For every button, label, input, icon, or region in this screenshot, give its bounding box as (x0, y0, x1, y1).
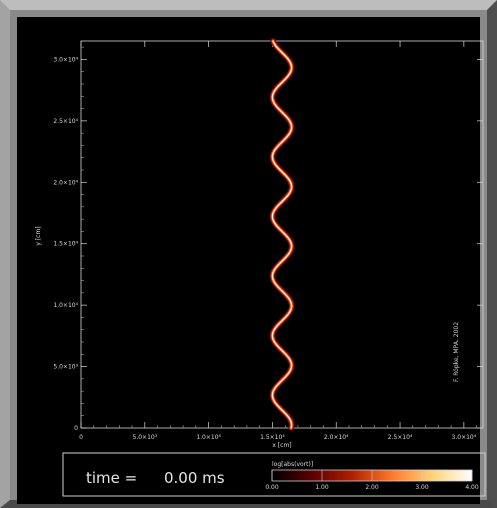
x-tick-label: 2.5×10⁴ (388, 434, 413, 441)
y-tick-label: 2.0×10⁴ (53, 179, 78, 186)
x-tick-label: 1.0×10⁴ (196, 434, 221, 441)
y-tick-label: 0 (74, 425, 78, 432)
colorbar-tick-label: 0.00 (265, 484, 279, 491)
vortex-curve (269, 38, 295, 431)
colorbar-tick-label: 1.00 (315, 484, 329, 491)
y-tick-label: 3.0×10⁴ (53, 56, 78, 63)
colorbar-tick-label: 3.00 (415, 484, 429, 491)
x-tick-label: 5.0×10³ (133, 434, 158, 441)
x-tick-label: 3.0×10⁴ (452, 434, 477, 441)
colorbar-tick-label: 2.00 (365, 484, 379, 491)
vortex-curve-core (271, 40, 293, 429)
plot-screen (17, 17, 480, 504)
y-tick-label: 1.0×10⁴ (53, 302, 78, 309)
info-panel (62, 452, 486, 497)
colorbar-title: log[abs(vort)] (272, 461, 313, 468)
y-tick-label: 5.0×10³ (53, 364, 78, 371)
x-tick-label: 1.5×10⁴ (260, 434, 285, 441)
x-tick-label: 2.0×10⁴ (324, 434, 349, 441)
y-tick-label: 1.5×10⁴ (53, 241, 78, 248)
plot-axes: 0 5.0×10³ 1.0×10⁴ 1.5×10⁴ 2.0×10⁴ 2.5×10⁴ 3.0×… (53, 40, 484, 441)
credit-annotation: F. Röpke, MPA, 2002 (453, 322, 460, 382)
colorbar-tick-label: 4.00 (465, 484, 479, 491)
y-tick-label: 2.5×10⁴ (53, 118, 78, 125)
vortex-curve-glow (269, 38, 295, 431)
time-value: 0.00 ms (164, 469, 225, 487)
x-tick-label: 0 (79, 434, 83, 441)
time-label: time = (86, 469, 137, 487)
plot-frame (80, 40, 484, 429)
colorbar-ticks: 0.00 1.00 2.00 3.00 4.00 (265, 470, 479, 491)
y-axis-label: y [cm] (35, 226, 42, 245)
x-axis-label: x [cm] (272, 442, 291, 449)
